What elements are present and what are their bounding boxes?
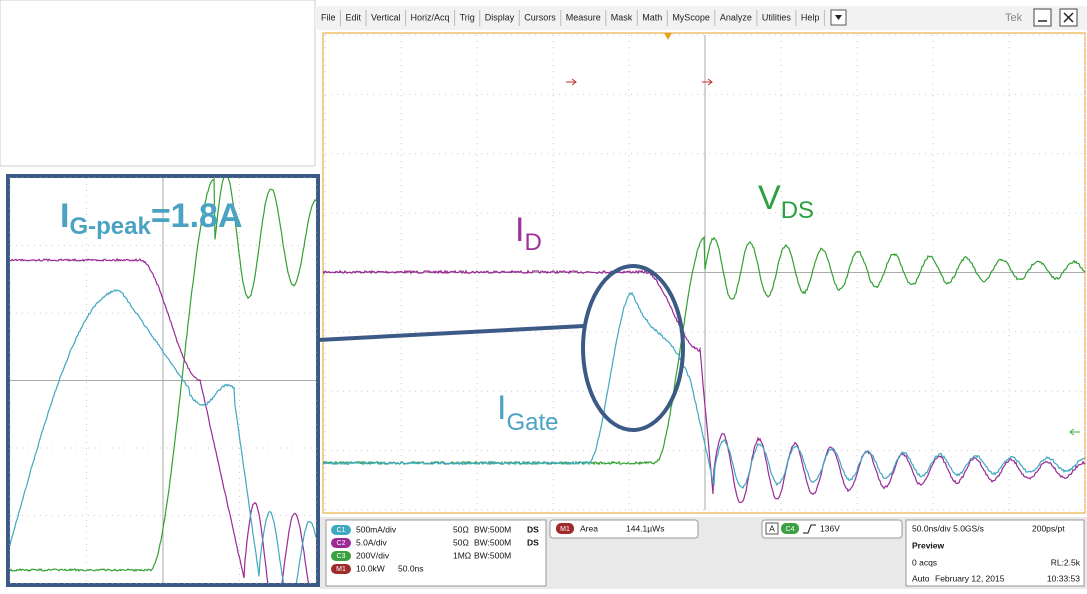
blank-area bbox=[0, 0, 315, 166]
label-sub: Gate bbox=[506, 409, 558, 436]
channel-badge-text: C1 bbox=[337, 527, 346, 534]
resolution: 200ps/pt bbox=[1032, 523, 1065, 533]
menu-item[interactable]: File bbox=[321, 12, 336, 22]
page: {"menu": {"items": ["File", "Edit", "Ver… bbox=[0, 0, 1087, 589]
brand: Tek bbox=[1005, 12, 1023, 24]
screenshot: File Edit Vertical Horiz/Acq Trig Display Curs… bbox=[0, 0, 1087, 589]
math-scale: 10.0kW bbox=[356, 563, 385, 573]
menu-item[interactable]: Measure bbox=[566, 12, 601, 22]
menu-item[interactable]: Mask bbox=[611, 12, 633, 22]
menu-item[interactable]: Help bbox=[801, 12, 820, 22]
measurement-name: Area bbox=[580, 523, 598, 533]
menu-item[interactable]: Trig bbox=[460, 12, 475, 22]
menu-item[interactable]: Edit bbox=[346, 12, 362, 22]
minimize-button[interactable] bbox=[1034, 9, 1051, 26]
channel-badge-text: C2 bbox=[337, 540, 346, 547]
menu-item[interactable]: MyScope bbox=[672, 12, 710, 22]
channel-flag: DS bbox=[527, 524, 539, 534]
menu-item[interactable]: Cursors bbox=[524, 12, 556, 22]
measurement-value: 144.1µWs bbox=[626, 523, 664, 533]
menu-item[interactable]: Display bbox=[485, 12, 515, 22]
measurement-badge-text: M1 bbox=[560, 526, 570, 533]
acq-count: 0 acqs bbox=[912, 557, 937, 567]
channel-scale: 200V/div bbox=[356, 550, 390, 560]
label-sub: D bbox=[524, 229, 541, 256]
menu-item[interactable]: Vertical bbox=[371, 12, 401, 22]
record-length: RL:2.5k bbox=[1051, 557, 1081, 567]
math-badge-text: M1 bbox=[336, 566, 346, 573]
trigger-level: 136V bbox=[820, 523, 840, 533]
label-main: I bbox=[515, 211, 524, 249]
channel-scale: 5.0A/div bbox=[356, 537, 387, 547]
channel-scale: 500mA/div bbox=[356, 524, 397, 534]
channel-impedance: 1MΩ bbox=[453, 550, 471, 560]
label-main: V bbox=[758, 179, 781, 217]
label-sub: G-peak bbox=[69, 213, 151, 240]
channel-bandwidth: BW:500M bbox=[474, 524, 511, 534]
label-sub: DS bbox=[781, 197, 814, 224]
timebase: 50.0ns/div 5.0GS/s bbox=[912, 523, 984, 533]
channel-bandwidth: BW:500M bbox=[474, 537, 511, 547]
menu-item[interactable]: Math bbox=[642, 12, 662, 22]
menu-item[interactable]: Analyze bbox=[720, 12, 752, 22]
label-main: I bbox=[497, 389, 506, 427]
channel-badge-text: C3 bbox=[337, 553, 346, 560]
channel-flag: DS bbox=[527, 537, 539, 547]
menu-item[interactable]: Utilities bbox=[762, 12, 792, 22]
label-rest: =1.8A bbox=[151, 197, 243, 235]
math-time: 50.0ns bbox=[398, 563, 424, 573]
trigger-run-mode: Auto bbox=[912, 573, 930, 583]
acq-state: Preview bbox=[912, 540, 945, 550]
trigger-mode: A bbox=[769, 523, 775, 533]
date: February 12, 2015 bbox=[935, 573, 1005, 583]
label-main: I bbox=[60, 197, 69, 235]
clock: 10:33:53 bbox=[1047, 573, 1080, 583]
trigger-source: C4 bbox=[786, 526, 795, 533]
channel-impedance: 50Ω bbox=[453, 524, 469, 534]
menu-item[interactable]: Horiz/Acq bbox=[411, 12, 450, 22]
channel-bandwidth: BW:500M bbox=[474, 550, 511, 560]
channel-impedance: 50Ω bbox=[453, 537, 469, 547]
